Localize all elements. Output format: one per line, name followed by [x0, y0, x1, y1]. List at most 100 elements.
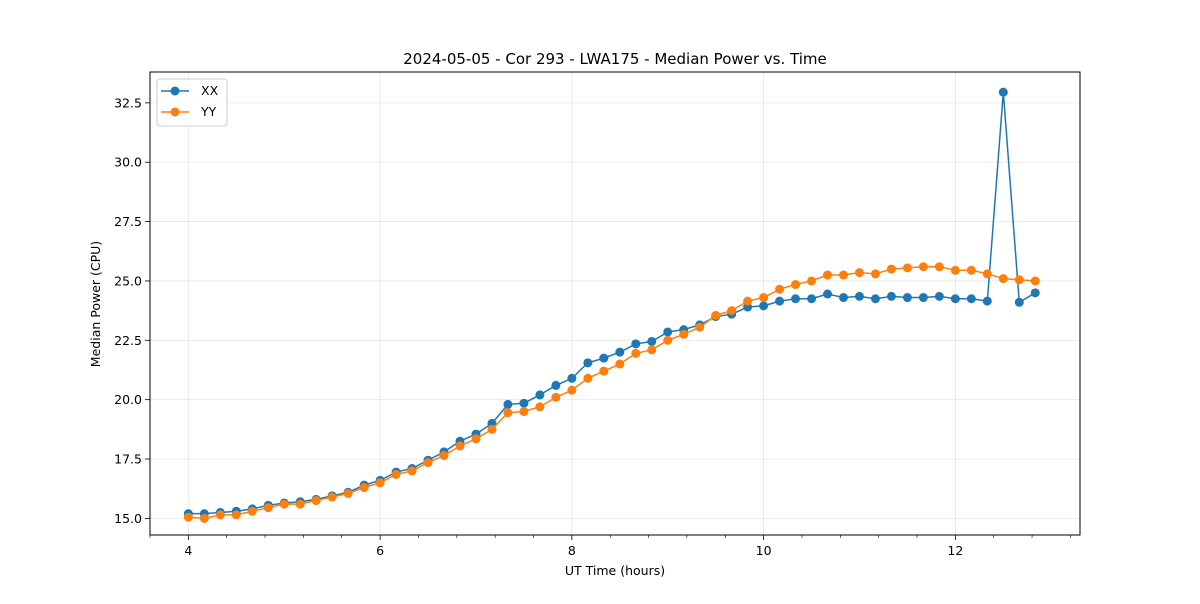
grid: [150, 72, 1080, 535]
data-point-xx: [982, 296, 992, 306]
data-point-yy: [839, 270, 848, 280]
data-point-yy: [902, 263, 912, 273]
data-point-yy: [343, 488, 353, 498]
data-point-xx: [998, 87, 1008, 97]
data-point-yy: [934, 262, 944, 272]
data-point-yy: [647, 345, 657, 355]
data-point-yy: [423, 458, 433, 468]
data-point-yy: [870, 269, 880, 279]
data-point-yy: [247, 506, 257, 516]
data-point-xx: [567, 373, 577, 383]
data-point-yy: [199, 513, 209, 523]
data-point-xx: [918, 293, 928, 303]
x-axis-label: UT Time (hours): [565, 563, 665, 578]
data-point-yy: [886, 264, 896, 274]
data-point-yy: [535, 402, 545, 412]
y-axis-label: Median Power (CPU): [88, 241, 103, 367]
data-point-yy: [327, 492, 337, 502]
data-point-xx: [902, 293, 912, 303]
data-point-xx: [966, 294, 976, 304]
data-point-yy: [982, 269, 992, 279]
data-point-yy: [1014, 275, 1024, 285]
data-point-yy: [263, 503, 273, 513]
data-point-xx: [503, 399, 513, 409]
data-point-yy: [743, 296, 753, 306]
data-point-xx: [775, 296, 785, 306]
data-point-yy: [551, 392, 561, 402]
data-point-yy: [807, 276, 817, 286]
data-point-xx: [1014, 297, 1024, 307]
data-point-yy: [854, 268, 864, 278]
data-point-yy: [823, 270, 833, 280]
data-point-yy: [775, 284, 785, 294]
x-tick-label: 12: [947, 543, 963, 558]
data-point-yy: [966, 265, 976, 275]
data-point-xx: [663, 327, 673, 337]
data-point-yy: [391, 469, 401, 479]
y-tick-label: 22.5: [114, 333, 142, 348]
data-point-yy: [455, 441, 465, 451]
data-point-xx: [791, 294, 801, 304]
data-point-yy: [183, 512, 193, 522]
series-layer: [183, 87, 1040, 523]
data-point-xx: [807, 294, 817, 304]
data-point-yy: [663, 335, 673, 345]
data-point-yy: [375, 478, 385, 488]
data-point-yy: [471, 434, 481, 444]
data-point-xx: [631, 339, 641, 349]
data-point-yy: [407, 466, 417, 476]
x-tick-label: 8: [568, 543, 576, 558]
data-point-yy: [567, 385, 577, 395]
data-point-yy: [215, 510, 225, 520]
data-point-xx: [950, 294, 960, 304]
data-point-xx: [535, 390, 545, 400]
data-point-xx: [886, 291, 896, 301]
y-tick-label: 25.0: [114, 273, 142, 288]
data-point-xx: [870, 294, 880, 304]
data-point-yy: [727, 306, 737, 316]
y-tick-label: 15.0: [114, 511, 142, 526]
data-point-yy: [998, 274, 1008, 284]
data-point-yy: [583, 373, 593, 383]
data-point-yy: [1030, 276, 1040, 286]
data-point-xx: [519, 398, 529, 408]
data-point-yy: [279, 499, 289, 509]
data-point-yy: [759, 293, 769, 303]
legend-label-yy: YY: [200, 104, 217, 119]
y-tick-label: 20.0: [114, 392, 142, 407]
x-tick-label: 6: [376, 543, 384, 558]
x-tick-label: 4: [184, 543, 192, 558]
data-point-yy: [503, 408, 513, 418]
data-point-yy: [950, 265, 960, 275]
data-point-yy: [311, 496, 321, 506]
data-point-yy: [519, 407, 529, 417]
data-point-yy: [295, 499, 305, 509]
y-tick-label: 17.5: [114, 452, 142, 467]
data-point-xx: [615, 347, 625, 357]
chart-title: 2024-05-05 - Cor 293 - LWA175 - Median P…: [403, 50, 827, 68]
y-tick-label: 32.5: [114, 95, 142, 110]
y-tick-label: 30.0: [114, 155, 142, 170]
data-point-yy: [615, 359, 625, 369]
plot-frame: [149, 71, 1081, 536]
data-point-yy: [695, 322, 705, 332]
data-point-yy: [487, 424, 497, 434]
legend: XX YY: [156, 78, 228, 127]
data-point-xx: [583, 358, 593, 368]
data-point-xx: [759, 301, 769, 311]
legend-marker-xx: [170, 86, 180, 96]
data-point-yy: [711, 310, 721, 320]
data-point-xx: [839, 293, 848, 303]
data-point-yy: [631, 348, 641, 358]
data-point-xx: [599, 353, 609, 363]
x-tick-label: 10: [756, 543, 772, 558]
data-point-yy: [599, 366, 609, 376]
data-point-xx: [854, 291, 864, 301]
data-point-yy: [231, 510, 241, 520]
data-point-xx: [551, 380, 561, 390]
data-point-yy: [918, 262, 928, 272]
data-point-xx: [934, 291, 944, 301]
legend-label-xx: XX: [201, 83, 219, 98]
data-point-yy: [791, 280, 801, 290]
data-point-xx: [1030, 288, 1040, 298]
